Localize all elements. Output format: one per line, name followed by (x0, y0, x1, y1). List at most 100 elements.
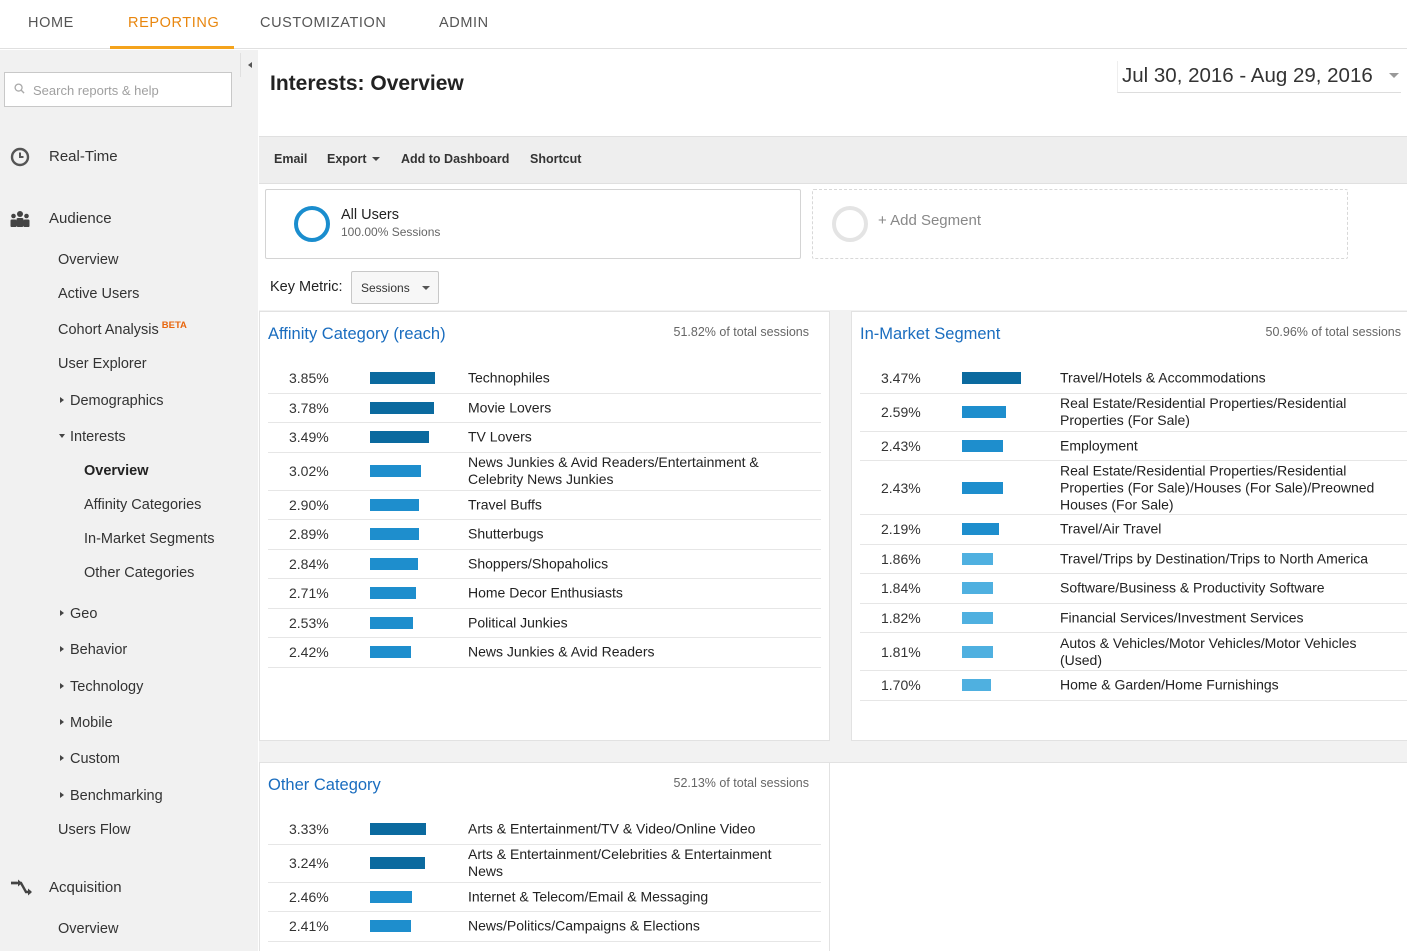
table-row[interactable]: 2.19% Travel/Air Travel (860, 515, 1407, 545)
nav-benchmarking[interactable]: Benchmarking (60, 788, 163, 804)
nav-acquisition-label: Acquisition (49, 879, 122, 896)
nav-audience[interactable]: Audience (0, 206, 258, 234)
row-category-link[interactable]: News Junkies & Avid Readers/Entertainmen… (468, 454, 759, 487)
nav-geo[interactable]: Geo (60, 606, 97, 622)
table-row[interactable]: 3.85% Technophiles (268, 364, 821, 394)
row-percent: 3.47% (881, 370, 921, 387)
row-percent: 2.53% (289, 614, 329, 631)
table-row[interactable]: 2.46% Internet & Telecom/Email & Messagin… (268, 883, 821, 912)
table-row[interactable]: 3.24% Arts & Entertainment/Celebrities & … (268, 845, 821, 883)
table-row[interactable]: 2.90% Travel Buffs (268, 491, 821, 520)
table-row[interactable]: 1.86% Travel/Trips by Destination/Trips t… (860, 545, 1407, 574)
nav-audience-overview[interactable]: Overview (58, 252, 119, 268)
nav-other-categories[interactable]: Other Categories (84, 565, 195, 581)
table-row[interactable]: 1.81% Autos & Vehicles/Motor Vehicles/Mot… (860, 633, 1407, 671)
add-to-dashboard-button[interactable]: Add to Dashboard (401, 152, 510, 166)
nav-cohort-analysis[interactable]: Cohort Analysis BETA (58, 320, 187, 338)
affinity-panel-title[interactable]: Affinity Category (reach) (268, 325, 446, 343)
row-category-link[interactable]: News Junkies & Avid Readers (468, 643, 655, 660)
search-input[interactable] (33, 80, 223, 100)
row-bar (370, 920, 411, 933)
table-row[interactable]: 2.41% News/Politics/Campaigns & Elections (268, 912, 821, 942)
table-row[interactable]: 3.47% Travel/Hotels & Accommodations (860, 364, 1407, 394)
table-row[interactable]: 1.70% Home & Garden/Home Furnishings (860, 671, 1407, 701)
inmarket-panel-title[interactable]: In-Market Segment (860, 325, 1001, 343)
tab-home[interactable]: HOME (28, 15, 74, 31)
row-bar (962, 439, 1004, 452)
row-category-link[interactable]: Shutterbugs (468, 525, 544, 542)
row-category-link[interactable]: Travel/Hotels & Accommodations (1060, 369, 1266, 386)
row-category-link[interactable]: Political Junkies (468, 614, 568, 631)
row-category-link[interactable]: Arts & Entertainment/Celebrities & Enter… (468, 846, 772, 879)
row-category-link[interactable]: Home & Garden/Home Furnishings (1060, 676, 1279, 693)
nav-user-explorer[interactable]: User Explorer (58, 356, 147, 372)
table-row[interactable]: 2.53% Political Junkies (268, 609, 821, 638)
row-category-link[interactable]: TV Lovers (468, 428, 532, 445)
row-category-link[interactable]: Technophiles (468, 369, 550, 386)
row-category-link[interactable]: News/Politics/Campaigns & Elections (468, 917, 700, 934)
nav-mobile[interactable]: Mobile (60, 715, 113, 731)
nav-interests-overview[interactable]: Overview (84, 463, 149, 479)
row-category-link[interactable]: Arts & Entertainment/TV & Video/Online V… (468, 820, 756, 837)
key-metric-select[interactable]: Sessions (351, 271, 439, 304)
table-row[interactable]: 2.42% News Junkies & Avid Readers (268, 638, 821, 668)
table-row[interactable]: 3.78% Movie Lovers (268, 394, 821, 423)
row-category-link[interactable]: Employment (1060, 437, 1138, 454)
nav-users-flow[interactable]: Users Flow (58, 822, 131, 838)
row-category-link[interactable]: Software/Business & Productivity Softwar… (1060, 579, 1325, 596)
divider (829, 310, 851, 740)
nav-custom[interactable]: Custom (60, 751, 120, 767)
tab-customization[interactable]: CUSTOMIZATION (260, 15, 387, 31)
row-category-link[interactable]: Travel/Air Travel (1060, 520, 1162, 537)
row-bar (962, 523, 999, 536)
row-category-link[interactable]: Real Estate/Residential Properties/Resid… (1060, 462, 1375, 512)
nav-acquisition[interactable]: Acquisition (0, 875, 258, 903)
row-category-link[interactable]: Home Decor Enthusiasts (468, 584, 623, 601)
row-category-link[interactable]: Financial Services/Investment Services (1060, 609, 1304, 626)
table-row[interactable]: 2.84% Shoppers/Shopaholics (268, 550, 821, 579)
table-row[interactable]: 2.59% Real Estate/Residential Properties/… (860, 394, 1407, 432)
other-panel-title[interactable]: Other Category (268, 776, 381, 794)
nav-active-users[interactable]: Active Users (58, 286, 140, 302)
table-row[interactable]: 2.43% Real Estate/Residential Properties/… (860, 461, 1407, 515)
row-category-link[interactable]: Real Estate/Residential Properties/Resid… (1060, 395, 1347, 428)
search-box[interactable] (4, 72, 232, 107)
segment-all-users[interactable]: All Users 100.00% Sessions (265, 189, 801, 259)
table-row[interactable]: 2.71% Home Decor Enthusiasts (268, 579, 821, 609)
table-row[interactable]: 2.43% Employment (860, 432, 1407, 461)
table-row[interactable]: 3.02% News Junkies & Avid Readers/Enterta… (268, 453, 821, 491)
nav-in-market-segments[interactable]: In-Market Segments (84, 531, 215, 547)
empty-area (830, 762, 1407, 951)
row-category-link[interactable]: Internet & Telecom/Email & Messaging (468, 888, 709, 905)
date-range-picker[interactable]: Jul 30, 2016 - Aug 29, 2016 (1117, 61, 1401, 93)
row-category-link[interactable]: Travel Buffs (468, 496, 542, 513)
add-segment-button[interactable]: + Add Segment (812, 189, 1348, 259)
table-row[interactable]: 2.89% Shutterbugs (268, 520, 821, 550)
expand-arrow-icon (60, 755, 64, 761)
table-row[interactable]: 3.33% Arts & Entertainment/TV & Video/Onl… (268, 815, 821, 845)
row-percent: 2.89% (289, 526, 329, 543)
clock-icon (10, 147, 30, 167)
nav-interests[interactable]: Interests (59, 429, 126, 445)
affinity-panel-total: 51.82% of total sessions (673, 325, 810, 339)
nav-technology[interactable]: Technology (60, 679, 143, 695)
table-row[interactable]: 1.82% Financial Services/Investment Servi… (860, 604, 1407, 633)
row-category-link[interactable]: Shoppers/Shopaholics (468, 555, 609, 572)
email-button[interactable]: Email (274, 152, 308, 166)
row-category-link[interactable]: Movie Lovers (468, 399, 552, 416)
export-button[interactable]: Export (327, 152, 380, 166)
sidebar-collapse-button[interactable] (240, 53, 258, 77)
nav-demographics[interactable]: Demographics (60, 393, 164, 409)
row-category-link[interactable]: Autos & Vehicles/Motor Vehicles/Motor Ve… (1060, 634, 1357, 668)
nav-acquisition-overview[interactable]: Overview (58, 921, 119, 937)
tab-reporting[interactable]: REPORTING (110, 0, 234, 49)
shortcut-button[interactable]: Shortcut (530, 152, 582, 166)
nav-behavior[interactable]: Behavior (60, 642, 127, 658)
table-row[interactable]: 3.49% TV Lovers (268, 423, 821, 453)
row-category-link[interactable]: Travel/Trips by Destination/Trips to Nor… (1060, 550, 1369, 567)
nav-realtime[interactable]: Real-Time (0, 144, 258, 172)
nav-affinity-categories[interactable]: Affinity Categories (84, 497, 202, 513)
expand-arrow-icon (60, 610, 64, 616)
table-row[interactable]: 1.84% Software/Business & Productivity So… (860, 574, 1407, 604)
tab-admin[interactable]: ADMIN (439, 15, 489, 31)
